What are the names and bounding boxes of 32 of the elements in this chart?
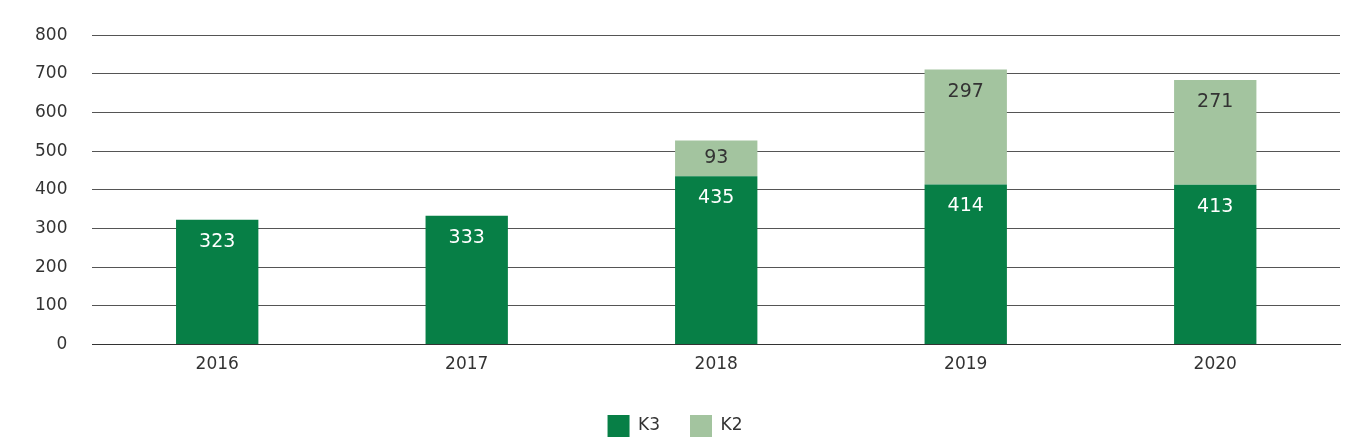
y-tick-label: 0	[56, 333, 68, 354]
bar	[425, 215, 508, 345]
data-label: 323	[199, 228, 236, 251]
bar	[924, 184, 1007, 345]
y-tick-label: 100	[34, 294, 68, 315]
legend-label: K3	[638, 414, 660, 435]
x-tick-label: 2017	[445, 353, 489, 374]
y-tick-label: 600	[34, 100, 68, 121]
bar	[1174, 80, 1257, 185]
y-tick-label: 400	[34, 178, 68, 199]
y-tick-label: 700	[34, 62, 68, 83]
bar	[176, 219, 259, 345]
data-label: 413	[1197, 193, 1234, 216]
data-label: 435	[698, 185, 735, 208]
x-tick-label: 2016	[195, 353, 239, 374]
legend-label: K2	[720, 414, 743, 435]
data-label: 414	[947, 193, 984, 216]
y-tick-label: 200	[34, 255, 68, 276]
y-tick-label: 500	[34, 139, 68, 160]
data-label: 297	[947, 78, 984, 101]
y-tick-label: 800	[34, 23, 68, 44]
bar	[675, 176, 758, 345]
x-tick-label: 2019	[944, 353, 988, 374]
bar	[1174, 184, 1257, 345]
y-tick-label: 300	[34, 217, 68, 237]
x-tick-label: 2018	[694, 353, 738, 374]
data-label: 93	[704, 145, 729, 168]
bar	[924, 69, 1007, 185]
bar	[675, 140, 758, 177]
x-tick-label: 2020	[1193, 353, 1237, 374]
data-label: 333	[448, 224, 485, 247]
data-label: 271	[1197, 89, 1234, 111]
